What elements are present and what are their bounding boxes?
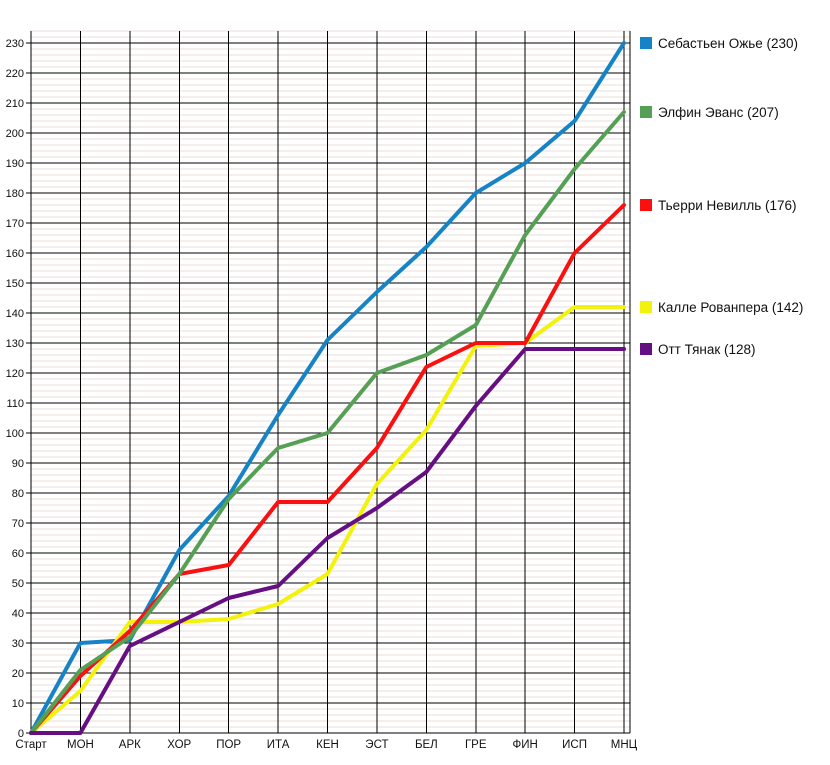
x-tick-label: МОН	[67, 739, 94, 751]
series-line-2	[29, 110, 626, 735]
x-tick-label: МНЦ	[611, 739, 638, 751]
y-tick-label: 230	[6, 38, 24, 50]
x-tick-label: ПОР	[216, 739, 241, 751]
y-tick-label: 90	[12, 458, 24, 470]
legend-label: Себастьен Ожье (230)	[658, 36, 798, 51]
y-tick-label: 60	[12, 548, 24, 560]
legend-item: Себастьен Ожье (230)	[640, 36, 798, 51]
x-tick-label: ГРЕ	[465, 739, 487, 751]
series-line-5	[29, 347, 626, 735]
y-tick-label: 130	[6, 338, 24, 350]
y-tick-label: 220	[6, 68, 24, 80]
y-tick-label: 210	[6, 98, 24, 110]
y-tick-label: 40	[12, 608, 24, 620]
y-tick-label: 170	[6, 218, 24, 230]
y-tick-label: 190	[6, 158, 24, 170]
y-tick-label: 110	[6, 398, 24, 410]
legend-swatch	[640, 301, 652, 313]
y-tick-label: 80	[12, 488, 24, 500]
y-tick-label: 200	[6, 128, 24, 140]
legend-swatch	[640, 106, 652, 118]
x-tick-label: АРК	[119, 739, 141, 751]
vertical-gridlines	[30, 31, 631, 733]
legend-item: Тьерри Невилль (176)	[640, 198, 797, 213]
y-tick-label: 160	[6, 248, 24, 260]
y-tick-label: 140	[6, 308, 24, 320]
legend-swatch	[640, 37, 652, 49]
legend-label: Калле Рованпера (142)	[658, 300, 803, 315]
y-tick-label: 50	[12, 578, 24, 590]
y-tick-label: 180	[6, 188, 24, 200]
legend-label: Тьерри Невилль (176)	[658, 198, 797, 213]
y-tick-label: 0	[18, 728, 24, 740]
legend-swatch	[640, 199, 652, 211]
legend-item: Элфин Эванс (207)	[640, 105, 779, 120]
y-tick-label: 20	[12, 668, 24, 680]
y-tick-label: 120	[6, 368, 24, 380]
y-tick-label: 30	[12, 638, 24, 650]
y-tick-label: 10	[12, 698, 24, 710]
x-tick-label: ХОР	[167, 739, 191, 751]
x-tick-label: ЭСТ	[365, 739, 388, 751]
legend-label: Отт Тянак (128)	[658, 342, 756, 357]
legend-label: Элфин Эванс (207)	[658, 105, 779, 120]
x-tick-label: ИСП	[562, 739, 587, 751]
x-tick-label: ФИН	[513, 739, 538, 751]
legend-item: Калле Рованпера (142)	[640, 300, 803, 315]
x-tick-label: Старт	[15, 739, 47, 751]
x-tick-label: ИТА	[267, 739, 290, 751]
legend-item: Отт Тянак (128)	[640, 342, 756, 357]
y-tick-label: 70	[12, 518, 24, 530]
minor-gridlines	[31, 30, 630, 728]
series-line-1	[29, 41, 626, 735]
major-gridlines	[26, 42, 630, 734]
y-tick-label: 150	[6, 278, 24, 290]
x-tick-label: КЕН	[316, 739, 339, 751]
legend: Себастьен Ожье (230) Элфин Эванс (207) Тье…	[640, 36, 803, 357]
x-tick-label: БЕЛ	[415, 739, 438, 751]
axis-labels: 0 10 20 30 40 50 60 70 80 90 100 110 120 130 140 150 160…	[6, 38, 638, 751]
series-lines	[29, 41, 626, 735]
series-line-3	[29, 203, 626, 735]
legend-swatch	[640, 343, 652, 355]
y-tick-label: 100	[6, 428, 24, 440]
